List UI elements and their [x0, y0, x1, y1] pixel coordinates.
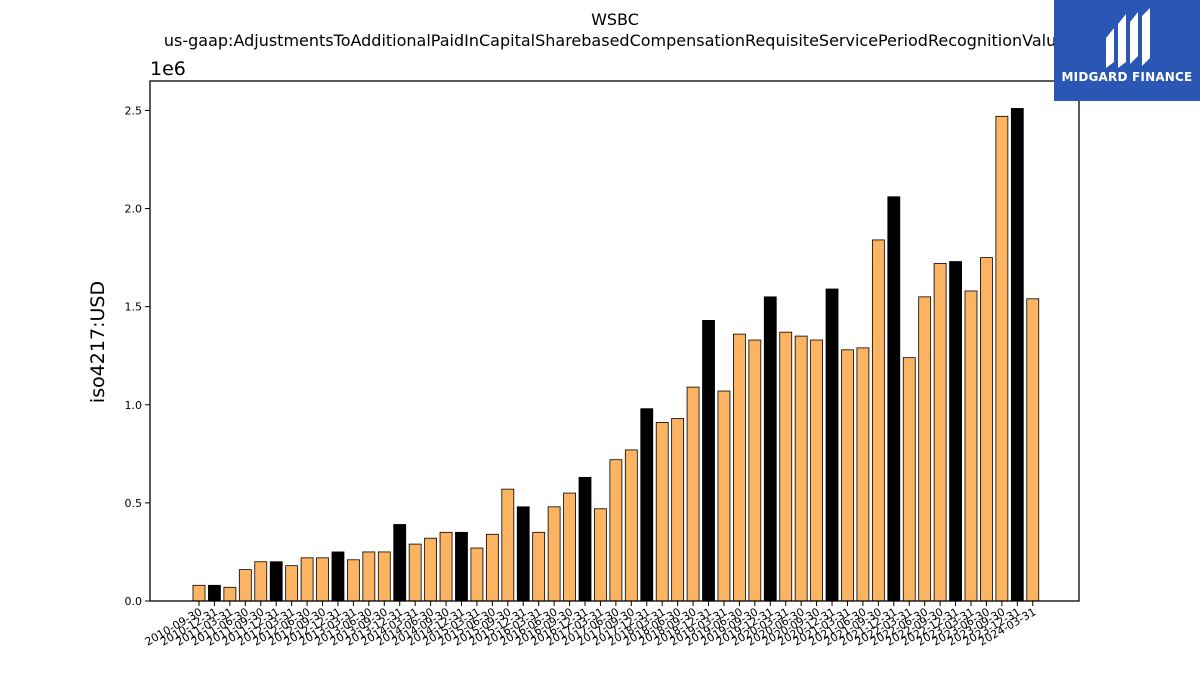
bar-2019-12-31 [763, 296, 777, 602]
bar-2016-03-31 [532, 531, 546, 602]
bar-2019-06-30 [733, 333, 746, 602]
bar-2022-12-31 [949, 261, 962, 602]
bar-2010-09-30 [192, 584, 206, 602]
bar-2021-03-31 [841, 349, 854, 602]
bar-2022-03-31 [902, 357, 916, 602]
bar-2024-03-31 [1026, 298, 1040, 602]
bar-2015-06-30 [485, 533, 499, 602]
bar-2020-06-30 [794, 335, 808, 602]
bar-2013-06-30 [362, 551, 376, 602]
bar-2011-03-31 [223, 586, 237, 602]
bar-2023-12-31 [1010, 108, 1024, 602]
bar-2012-09-30 [316, 557, 329, 602]
midgard-logo-icon [1106, 8, 1150, 68]
bar-2018-12-31 [702, 319, 715, 602]
bar-2014-09-30 [439, 531, 453, 602]
bar-2012-03-31 [285, 565, 299, 602]
bar-2011-12-31 [269, 561, 283, 602]
bar-2017-03-31 [594, 508, 607, 602]
bar-2017-06-30 [609, 459, 623, 602]
y-scale-label: 1e6 [150, 58, 186, 80]
y-tick-label: 1.0 [125, 399, 143, 412]
midgard-finance-logo: MIDGARD FINANCE [1054, 0, 1200, 101]
bar-2020-12-31 [825, 288, 839, 602]
bar-2015-12-31 [516, 506, 530, 602]
bar-2016-09-30 [563, 492, 576, 602]
bar-2012-06-30 [300, 557, 314, 602]
y-tick-label: 1.5 [125, 301, 143, 314]
chart-title: WSBC [591, 10, 639, 29]
bar-2011-09-30 [254, 561, 268, 602]
bar-2019-09-30 [748, 339, 762, 602]
bar-2023-06-30 [980, 257, 993, 602]
bar-2017-09-30 [624, 449, 638, 602]
y-tick-label: 2.0 [125, 203, 143, 216]
bar-2016-12-31 [578, 476, 592, 602]
bar-2015-09-30 [501, 488, 515, 602]
bar-2022-06-30 [918, 296, 932, 602]
bar-2014-06-30 [424, 537, 438, 602]
bar-2021-12-31 [887, 196, 901, 602]
bar-2013-09-30 [377, 551, 391, 602]
y-tick-label: 2.5 [125, 104, 143, 117]
chart-subtitle: us-gaap:AdjustmentsToAdditionalPaidInCap… [164, 31, 1066, 50]
bar-2023-03-31 [964, 290, 978, 602]
bar-2018-09-30 [686, 386, 700, 602]
bar-2017-12-31 [640, 408, 654, 602]
bar-2020-09-30 [810, 339, 823, 602]
bar-2019-03-31 [717, 390, 731, 602]
logo-text: MIDGARD FINANCE [1061, 70, 1193, 84]
bar-2018-06-30 [671, 418, 685, 602]
bar-2013-12-31 [393, 524, 407, 602]
bar-2021-06-30 [856, 347, 870, 602]
bar-2015-03-31 [470, 547, 484, 602]
bar-2014-03-31 [408, 543, 422, 602]
y-tick-label: 0.0 [125, 595, 143, 608]
bar-2020-03-31 [779, 331, 793, 602]
y-tick-label: 0.5 [125, 497, 143, 510]
bar-2022-09-30 [933, 263, 947, 602]
bar-2010-12-31 [208, 584, 221, 602]
bar-2011-06-30 [238, 569, 252, 602]
bar-2018-03-31 [655, 422, 669, 602]
bar-2013-03-31 [346, 559, 360, 602]
bar-2021-09-30 [871, 239, 885, 602]
plot-frame [149, 80, 1080, 602]
bar-2016-06-30 [547, 506, 561, 602]
y-axis-label: iso4217:USD [87, 281, 109, 403]
bar-2014-12-31 [455, 531, 468, 602]
bar-2023-09-30 [995, 115, 1009, 602]
bar-2012-12-31 [331, 551, 345, 602]
